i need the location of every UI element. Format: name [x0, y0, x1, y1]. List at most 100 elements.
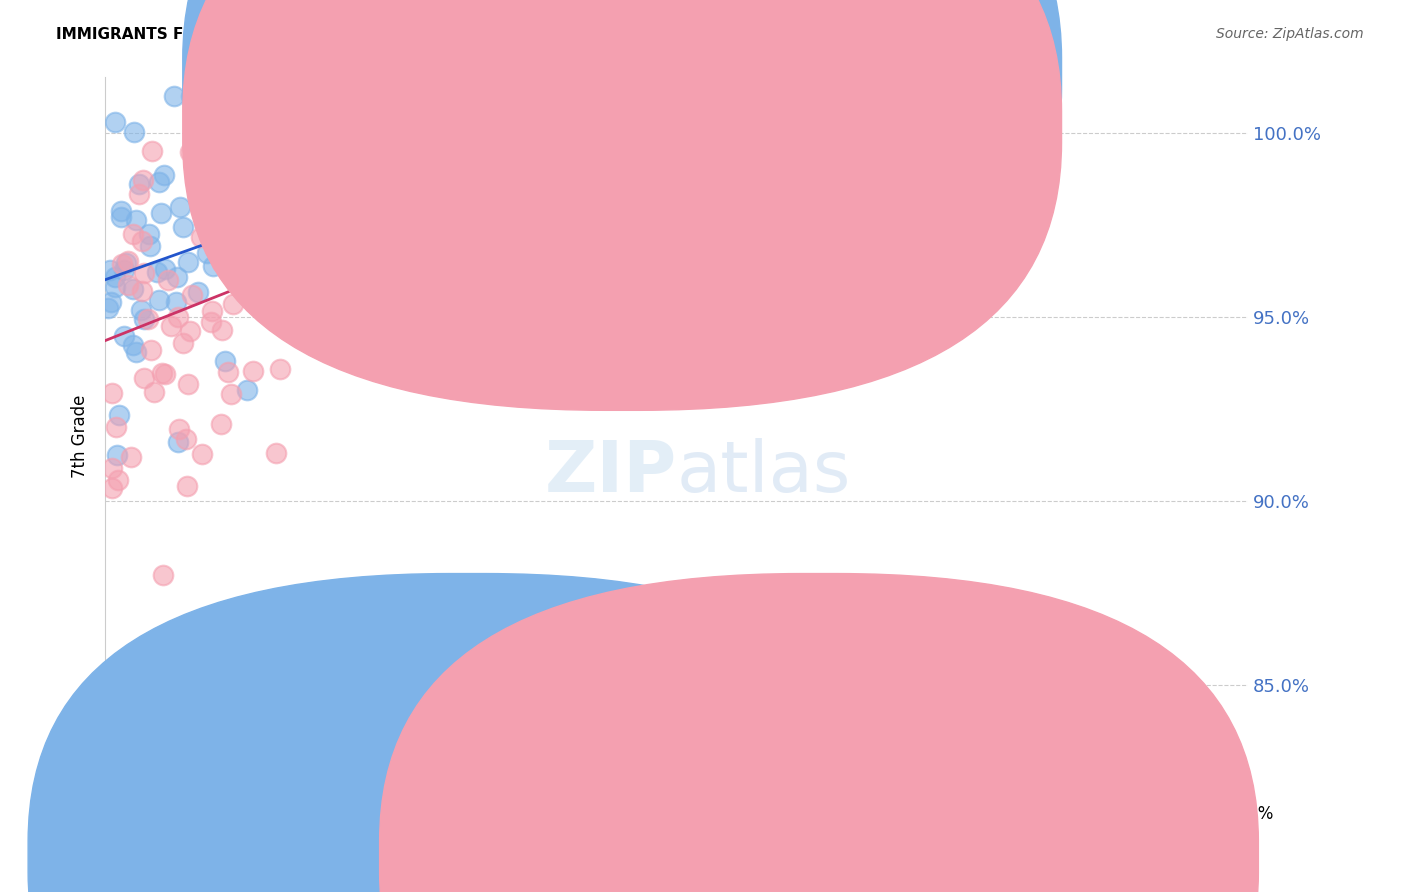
- Point: [108, 409, 131, 423]
- Point: [148, 293, 170, 307]
- Point: [125, 213, 148, 227]
- Point: [202, 259, 225, 273]
- Point: [197, 211, 219, 225]
- Point: [167, 310, 190, 324]
- Point: [97, 301, 120, 315]
- Point: [439, 201, 461, 215]
- Point: [297, 308, 319, 322]
- Point: [104, 279, 127, 293]
- Point: [242, 363, 264, 377]
- Point: [190, 230, 212, 244]
- Point: [132, 312, 155, 326]
- Point: [165, 295, 187, 310]
- Point: [120, 450, 142, 465]
- Text: Source: ZipAtlas.com: Source: ZipAtlas.com: [1216, 27, 1364, 41]
- Point: [117, 254, 139, 268]
- Point: [222, 236, 245, 251]
- Point: [307, 137, 329, 152]
- Point: [283, 211, 305, 225]
- Point: [128, 187, 150, 202]
- Point: [110, 211, 132, 225]
- Point: [142, 384, 165, 399]
- Point: [166, 269, 188, 284]
- Point: [131, 303, 153, 318]
- Point: [111, 257, 134, 271]
- Y-axis label: 7th Grade: 7th Grade: [72, 394, 89, 478]
- Point: [201, 304, 224, 318]
- Point: [146, 265, 169, 279]
- Point: [319, 112, 342, 127]
- Point: [174, 432, 197, 446]
- Point: [250, 266, 273, 280]
- Point: [105, 448, 128, 462]
- Point: [101, 481, 124, 495]
- Point: [211, 322, 233, 336]
- Point: [214, 353, 236, 368]
- Point: [101, 386, 124, 401]
- Point: [179, 145, 201, 159]
- Point: [153, 168, 176, 182]
- Point: [101, 461, 124, 475]
- Point: [198, 169, 221, 184]
- Point: [131, 234, 153, 248]
- Point: [179, 324, 201, 338]
- Point: [269, 196, 291, 211]
- Point: [172, 335, 194, 350]
- Point: [152, 366, 174, 380]
- Point: [104, 115, 127, 129]
- Point: [169, 200, 191, 214]
- Point: [107, 474, 129, 488]
- Text: R = 0.339   N = 71: R = 0.339 N = 71: [619, 120, 803, 138]
- Point: [98, 263, 121, 277]
- Point: [187, 285, 209, 299]
- Point: [155, 367, 177, 381]
- Point: [316, 88, 339, 103]
- Point: [269, 362, 291, 376]
- Point: [267, 227, 290, 241]
- Point: [249, 169, 271, 183]
- Point: [232, 192, 254, 206]
- Point: [163, 88, 186, 103]
- Point: [350, 192, 373, 206]
- Point: [188, 139, 211, 153]
- Point: [100, 295, 122, 310]
- Point: [211, 256, 233, 270]
- Point: [172, 219, 194, 234]
- Point: [148, 175, 170, 189]
- Point: [141, 144, 163, 158]
- Point: [236, 383, 259, 397]
- Point: [139, 343, 162, 357]
- Point: [134, 371, 156, 385]
- Point: [357, 133, 380, 147]
- Point: [152, 568, 174, 582]
- Point: [132, 173, 155, 187]
- Point: [136, 311, 159, 326]
- Point: [110, 204, 132, 219]
- Point: [124, 344, 146, 359]
- Text: R = 0.326   N = 52: R = 0.326 N = 52: [619, 67, 803, 85]
- Point: [195, 246, 218, 260]
- Point: [122, 282, 145, 296]
- Text: ZIP: ZIP: [544, 438, 676, 507]
- Point: [149, 206, 172, 220]
- Point: [180, 288, 202, 302]
- Point: [176, 377, 198, 392]
- Point: [200, 315, 222, 329]
- Point: [222, 297, 245, 311]
- Point: [112, 263, 135, 277]
- Point: [266, 232, 288, 246]
- Point: [264, 446, 287, 460]
- Point: [276, 194, 298, 208]
- Point: [219, 387, 242, 401]
- Point: [267, 281, 290, 295]
- Point: [117, 277, 139, 292]
- Point: [167, 422, 190, 436]
- Text: atlas: atlas: [676, 438, 851, 507]
- Point: [238, 159, 260, 173]
- Point: [226, 99, 249, 113]
- Point: [314, 266, 336, 280]
- Point: [180, 88, 202, 103]
- Point: [132, 266, 155, 280]
- Point: [104, 269, 127, 284]
- Point: [138, 227, 160, 242]
